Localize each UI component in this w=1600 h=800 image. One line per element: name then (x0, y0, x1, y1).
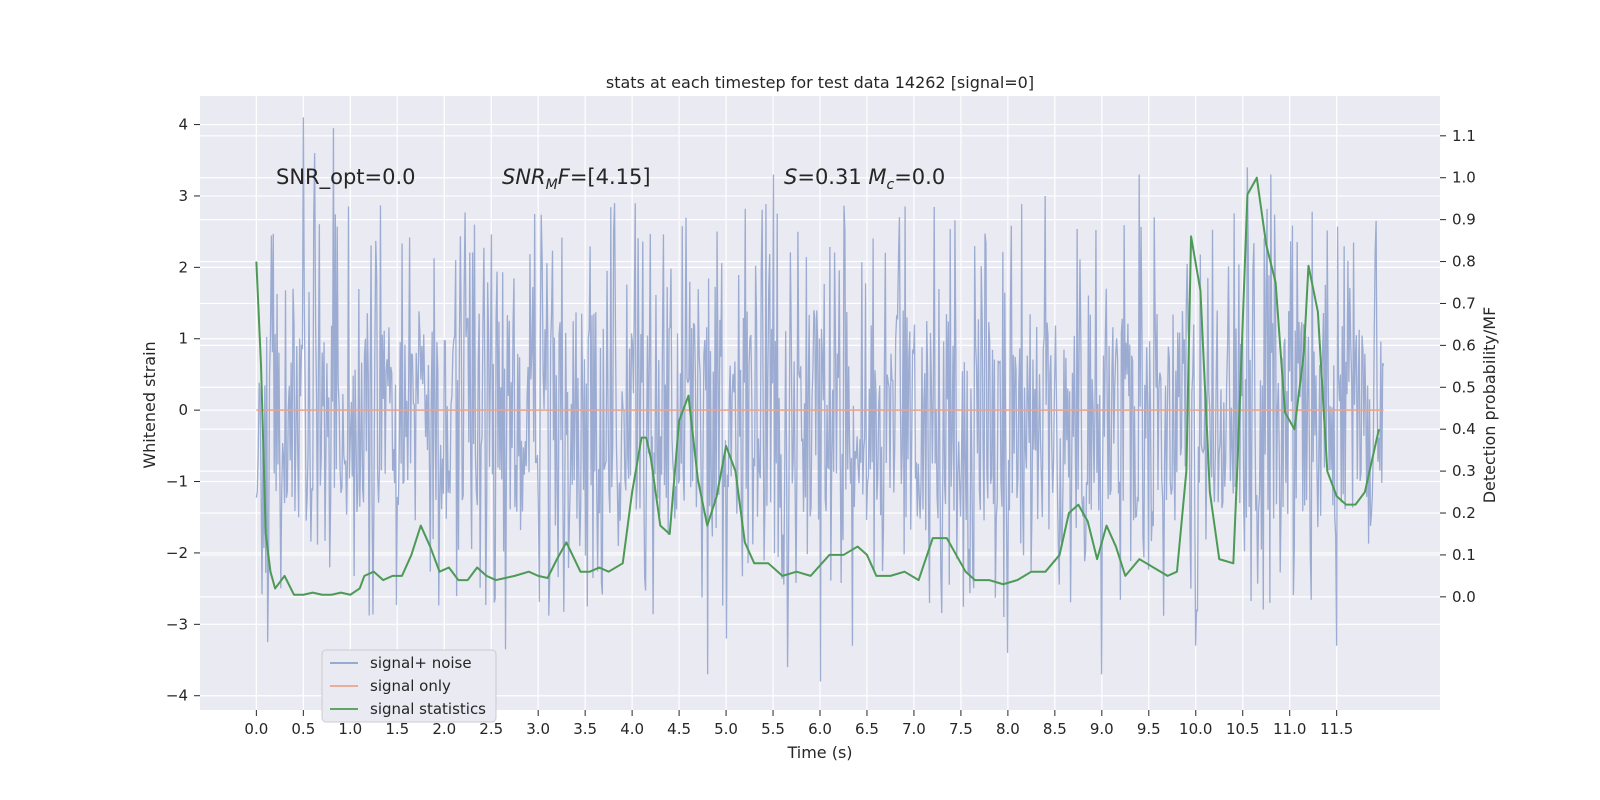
x-tick-label-9: 4.5 (667, 720, 691, 738)
x-tick-label-13: 6.5 (855, 720, 879, 738)
legend-label-signal-only: signal only (370, 677, 451, 695)
x-tick-label-11: 5.5 (761, 720, 785, 738)
x-tick-label-4: 2.0 (432, 720, 456, 738)
x-axis-title: Time (s) (786, 743, 852, 762)
x-tick-label-8: 4.0 (620, 720, 644, 738)
y2-tick-label-4: 0.4 (1452, 420, 1476, 438)
y2-tick-label-5: 0.5 (1452, 378, 1476, 396)
y2-tick-label-10: 1.0 (1452, 169, 1476, 187)
y-tick-label-6: 2 (178, 258, 188, 276)
y-axis-right: 0.0 0.1 0.2 0.3 0.4 0.5 0.6 0.7 0.8 0.9 1.0 1.1 (1440, 127, 1476, 606)
y2-axis-title: Detection probability/MF (1480, 307, 1499, 504)
x-tick-label-14: 7.0 (902, 720, 926, 738)
y-axis-left: −4 −3 −2 −1 0 1 2 3 4 (166, 116, 200, 705)
y-tick-label-3: −1 (166, 473, 188, 491)
x-tick-label-10: 5.0 (714, 720, 738, 738)
series-signal-plus-noise (255, 117, 1385, 682)
y-tick-label-0: −4 (166, 687, 188, 705)
x-tick-label-3: 1.5 (385, 720, 409, 738)
x-tick-label-20: 10.0 (1179, 720, 1212, 738)
y2-tick-label-0: 0.0 (1452, 588, 1476, 606)
x-tick-label-17: 8.5 (1043, 720, 1067, 738)
x-tick-label-0: 0.0 (244, 720, 268, 738)
y2-tick-label-3: 0.3 (1452, 462, 1476, 480)
line-signal-plus-noise (255, 117, 1385, 682)
y-axis-title: Whitened strain (140, 341, 159, 468)
y2-tick-label-8: 0.8 (1452, 253, 1476, 271)
legend: signal+ noise signal only signal statist… (321, 649, 497, 723)
annotation-snr-opt: SNR_opt=0.0 (276, 165, 416, 190)
y-tick-label-2: −2 (166, 544, 188, 562)
legend-box (321, 649, 497, 723)
y-tick-label-8: 4 (178, 116, 188, 134)
x-tick-label-21: 10.5 (1226, 720, 1259, 738)
x-tick-label-5: 2.5 (479, 720, 503, 738)
y-tick-label-1: −3 (166, 615, 188, 633)
chart-title: stats at each timestep for test data 142… (606, 73, 1034, 92)
y2-tick-label-7: 0.7 (1452, 294, 1476, 312)
y2-tick-label-9: 0.9 (1452, 211, 1476, 229)
y2-tick-label-11: 1.1 (1452, 127, 1476, 145)
annotation-snr-mf: SNRMF=[4.15] (502, 165, 651, 193)
legend-label-signal-plus-noise: signal+ noise (370, 654, 472, 672)
x-tick-label-22: 11.0 (1273, 720, 1306, 738)
y2-tick-label-1: 0.1 (1452, 546, 1476, 564)
x-tick-label-2: 1.0 (338, 720, 362, 738)
x-tick-label-16: 8.0 (996, 720, 1020, 738)
y-tick-label-5: 1 (178, 330, 188, 348)
series-signal-statistics (255, 176, 1380, 596)
x-tick-label-18: 9.0 (1090, 720, 1114, 738)
x-tick-label-1: 0.5 (291, 720, 315, 738)
legend-label-signal-statistics: signal statistics (370, 700, 486, 718)
x-tick-label-6: 3.0 (526, 720, 550, 738)
y2-tick-label-2: 0.2 (1452, 504, 1476, 522)
x-tick-label-7: 3.5 (573, 720, 597, 738)
x-tick-label-12: 6.0 (808, 720, 832, 738)
x-tick-label-15: 7.5 (949, 720, 973, 738)
y2-tick-label-6: 0.6 (1452, 336, 1476, 354)
x-tick-label-19: 9.5 (1137, 720, 1161, 738)
y-tick-label-7: 3 (178, 187, 188, 205)
x-axis: 0.0 0.5 1.0 1.5 2.0 2.5 3.0 3.5 4.0 4.5 5.0 5.5 6.0 6… (244, 710, 1353, 738)
annotation-s-mc: S=0.31 Mc=0.0 (784, 165, 945, 193)
y-tick-label-4: 0 (178, 401, 188, 419)
x-tick-label-23: 11.5 (1320, 720, 1353, 738)
line-signal-statistics (255, 176, 1380, 596)
